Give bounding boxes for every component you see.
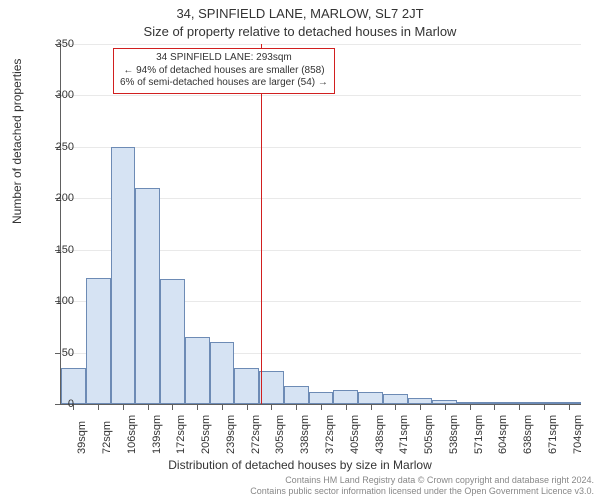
histogram-bar [185, 337, 210, 404]
x-tick-label: 205sqm [200, 415, 212, 454]
x-tick [321, 404, 322, 410]
x-tick-label: 505sqm [423, 415, 435, 454]
x-tick [296, 404, 297, 410]
y-tick [55, 353, 61, 354]
x-tick-label: 438sqm [374, 415, 386, 454]
x-tick-label: 604sqm [497, 415, 509, 454]
annot-property-size: 34 SPINFIELD LANE: 293sqm [120, 52, 328, 65]
histogram-bar [86, 278, 111, 405]
x-tick-label: 172sqm [175, 415, 187, 454]
x-tick-label: 338sqm [299, 415, 311, 454]
histogram-bar [284, 386, 309, 405]
x-tick-label: 272sqm [250, 415, 262, 454]
x-tick [197, 404, 198, 410]
x-tick [172, 404, 173, 410]
histogram-bar [309, 392, 334, 404]
x-tick [445, 404, 446, 410]
histogram-bar [111, 147, 136, 404]
y-tick [55, 404, 61, 405]
x-tick [98, 404, 99, 410]
x-tick [395, 404, 396, 410]
x-tick-label: 106sqm [126, 415, 138, 454]
gridline [61, 147, 581, 148]
x-tick-label: 405sqm [349, 415, 361, 454]
x-tick-label: 72sqm [101, 421, 113, 454]
property-marker-line [261, 44, 262, 404]
x-tick [420, 404, 421, 410]
property-annotation: 34 SPINFIELD LANE: 293sqm← 94% of detach… [113, 48, 335, 94]
gridline [61, 95, 581, 96]
x-tick [247, 404, 248, 410]
histogram-bar [383, 394, 408, 404]
chart-container: 34, SPINFIELD LANE, MARLOW, SL7 2JT Size… [0, 0, 600, 500]
x-axis-label: Distribution of detached houses by size … [0, 458, 600, 472]
footer-line1: Contains HM Land Registry data © Crown c… [250, 475, 594, 486]
x-tick-label: 39sqm [76, 421, 88, 454]
y-tick-label: 150 [56, 244, 74, 256]
x-tick [346, 404, 347, 410]
x-tick [470, 404, 471, 410]
x-tick [494, 404, 495, 410]
y-tick-label: 200 [56, 192, 74, 204]
x-tick-label: 571sqm [473, 415, 485, 454]
x-tick-label: 538sqm [448, 415, 460, 454]
x-tick [371, 404, 372, 410]
copyright-footer: Contains HM Land Registry data © Crown c… [250, 475, 594, 497]
annot-larger-pct: 6% of semi-detached houses are larger (5… [120, 77, 328, 90]
chart-subtitle: Size of property relative to detached ho… [0, 24, 600, 39]
plot-area: 34 SPINFIELD LANE: 293sqm← 94% of detach… [60, 44, 581, 405]
x-tick-label: 239sqm [225, 415, 237, 454]
x-tick [519, 404, 520, 410]
x-tick-label: 638sqm [522, 415, 534, 454]
address-title: 34, SPINFIELD LANE, MARLOW, SL7 2JT [0, 6, 600, 21]
x-tick [544, 404, 545, 410]
x-tick-label: 471sqm [398, 415, 410, 454]
x-tick-label: 671sqm [547, 415, 559, 454]
y-axis-label: Number of detached properties [10, 59, 24, 224]
footer-line2: Contains public sector information licen… [250, 486, 594, 497]
histogram-bar [259, 371, 284, 404]
histogram-bar [135, 188, 160, 404]
x-tick-label: 139sqm [151, 415, 163, 454]
x-tick [148, 404, 149, 410]
x-tick [271, 404, 272, 410]
y-tick-label: 100 [56, 295, 74, 307]
x-tick-label: 305sqm [274, 415, 286, 454]
x-tick-label: 704sqm [572, 415, 584, 454]
histogram-bar [333, 390, 358, 404]
gridline [61, 44, 581, 45]
histogram-bar [234, 368, 259, 404]
y-tick-label: 300 [56, 89, 74, 101]
x-tick [569, 404, 570, 410]
y-tick-label: 250 [56, 141, 74, 153]
histogram-bar [160, 279, 185, 404]
y-tick-label: 50 [62, 347, 74, 359]
y-tick-label: 350 [56, 38, 74, 50]
annot-smaller-pct: ← 94% of detached houses are smaller (85… [120, 65, 328, 78]
y-tick-label: 0 [68, 398, 74, 410]
x-tick [123, 404, 124, 410]
x-tick-label: 372sqm [324, 415, 336, 454]
histogram-bar [358, 392, 383, 404]
x-tick [222, 404, 223, 410]
histogram-bar [210, 342, 235, 404]
